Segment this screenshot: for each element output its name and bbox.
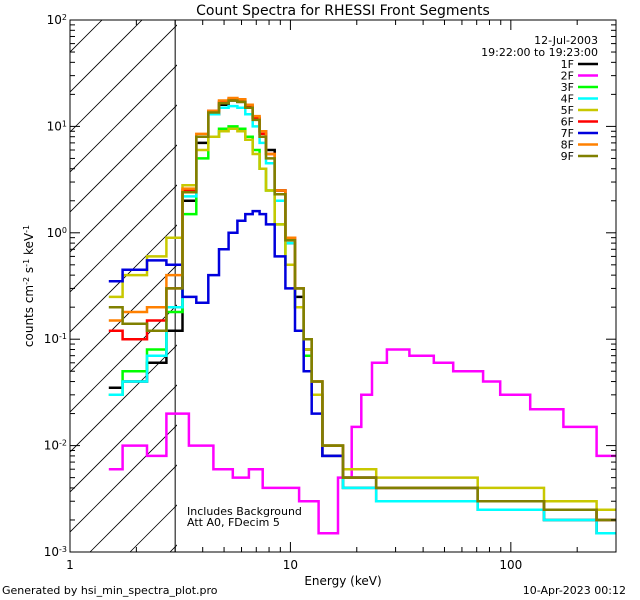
background-note: Includes Background	[187, 505, 302, 518]
chart-title: Count Spectra for RHESSI Front Segments	[196, 3, 490, 19]
y-axis-label: counts cm-2 s-1 keV-1	[22, 225, 37, 347]
y-axis: 10-3 10-2 10-1 100 101 102	[44, 13, 616, 560]
series-layer	[108, 96, 616, 535]
legend-label: 3F	[561, 81, 574, 94]
y-tick-label: 100	[47, 225, 67, 240]
y-tick-label: 101	[47, 119, 67, 134]
attenuator-note: Att A0, FDecim 5	[187, 516, 280, 529]
hatch-line	[70, 104, 177, 213]
legend-label: 4F	[561, 93, 574, 106]
hatch-line	[70, 384, 177, 493]
series-6F-line	[108, 97, 616, 522]
y-tick-label: 102	[47, 13, 67, 28]
generated-by-label: Generated by hsi_min_spectra_plot.pro	[2, 584, 218, 597]
hatch-line	[70, 224, 177, 333]
legend-label: 1F	[561, 58, 574, 71]
x-axis: 1 10 100	[66, 20, 617, 572]
time-range-label: 19:22:00 to 19:23:00	[481, 46, 598, 59]
legend-label: 6F	[561, 116, 574, 129]
hatch-line	[250, 0, 640, 552]
x-tick-label: 100	[499, 558, 522, 572]
series-2F-line	[108, 348, 616, 535]
series-5F-line	[108, 127, 616, 511]
hatch-line	[70, 184, 177, 293]
legend-label: 5F	[561, 104, 574, 117]
series-7F-line	[108, 209, 616, 522]
legend-label: 2F	[561, 70, 574, 83]
y-tick-label: 10-1	[44, 332, 67, 347]
date-label: 12-Jul-2003	[534, 34, 598, 47]
x-axis-label: Energy (keV)	[304, 574, 381, 588]
attenuator-hatch-region	[70, 0, 640, 552]
x-tick-label: 1	[66, 558, 74, 572]
hatch-line	[70, 144, 177, 253]
y-tick-label: 10-2	[44, 438, 67, 453]
legend-label: 7F	[561, 127, 574, 140]
hatch-line	[70, 20, 143, 93]
timestamp-label: 10-Apr-2023 00:12	[523, 584, 626, 597]
hatch-line	[70, 24, 177, 133]
x-tick-label: 10	[283, 558, 298, 572]
y-tick-label: 10-3	[44, 545, 67, 560]
hatch-line	[70, 424, 177, 533]
plot-frame	[69, 19, 617, 553]
hatch-line	[210, 0, 640, 552]
legend-label: 9F	[561, 150, 574, 163]
series-9F-line	[108, 99, 616, 522]
series-8F-line	[108, 96, 616, 522]
legend-label: 8F	[561, 139, 574, 152]
